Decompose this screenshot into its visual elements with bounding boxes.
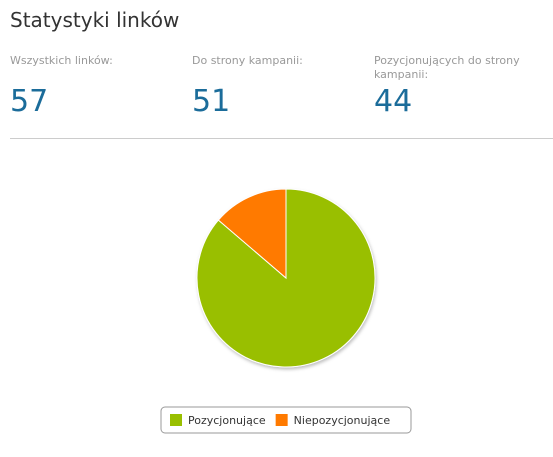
stat-value: 44 (374, 84, 413, 119)
stat: Pozycjonujących do strony kampanii: 44 (374, 54, 539, 119)
stat-label: Wszystkich linków: (10, 54, 113, 67)
stat: Wszystkich linków: 57 (10, 54, 180, 119)
pie-slice (217, 188, 287, 280)
legend-label: Niepozycjonujące (294, 414, 391, 427)
legend-swatch (170, 414, 182, 426)
stat: Do strony kampanii: 51 (192, 54, 362, 119)
stat-label: Do strony kampanii: (192, 54, 303, 67)
legend-swatch (275, 414, 288, 426)
stat-value: 57 (10, 84, 49, 119)
stat-label: Pozycjonujących do strony kampanii: (374, 54, 520, 81)
legend-label: Pozycjonujące (188, 414, 266, 427)
divider (10, 138, 553, 139)
page-title: Statystyki linków (10, 8, 180, 32)
stat-value: 51 (192, 84, 231, 119)
pie (196, 188, 376, 368)
